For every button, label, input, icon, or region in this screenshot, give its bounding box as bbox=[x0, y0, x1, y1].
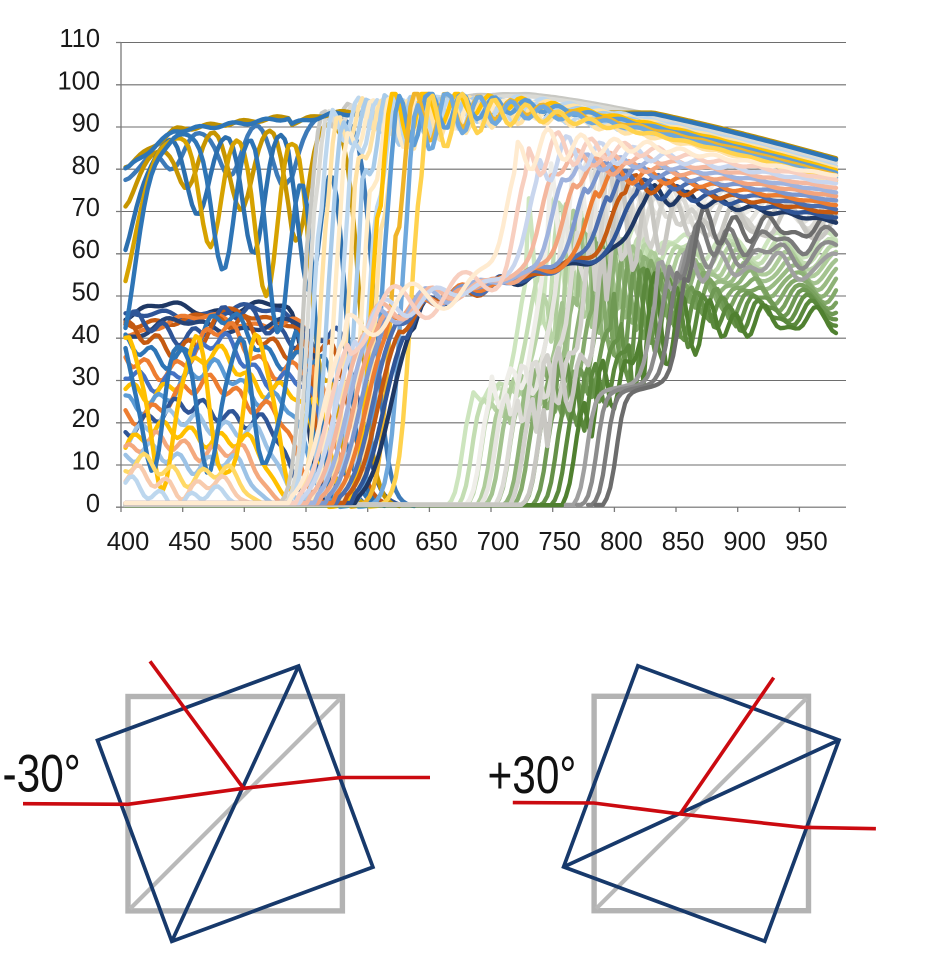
svg-text:70: 70 bbox=[72, 194, 100, 222]
svg-text:100: 100 bbox=[57, 67, 100, 95]
svg-text:+30°: +30° bbox=[488, 747, 577, 806]
svg-text:850: 850 bbox=[662, 528, 705, 556]
svg-text:0: 0 bbox=[86, 490, 100, 518]
svg-text:450: 450 bbox=[168, 528, 211, 556]
svg-text:400: 400 bbox=[107, 528, 150, 556]
svg-text:80: 80 bbox=[72, 152, 100, 180]
svg-text:60: 60 bbox=[72, 236, 100, 264]
svg-text:90: 90 bbox=[72, 110, 100, 138]
svg-text:950: 950 bbox=[785, 528, 828, 556]
svg-text:10: 10 bbox=[72, 448, 100, 476]
svg-text:750: 750 bbox=[538, 528, 581, 556]
svg-text:500: 500 bbox=[230, 528, 273, 556]
svg-text:700: 700 bbox=[477, 528, 520, 556]
svg-text:40: 40 bbox=[72, 321, 100, 349]
svg-text:20: 20 bbox=[72, 405, 100, 433]
svg-text:600: 600 bbox=[353, 528, 396, 556]
svg-text:900: 900 bbox=[723, 528, 766, 556]
svg-text:650: 650 bbox=[415, 528, 458, 556]
svg-text:110: 110 bbox=[59, 25, 100, 53]
svg-text:800: 800 bbox=[600, 528, 643, 556]
svg-text:30: 30 bbox=[72, 363, 100, 391]
svg-text:50: 50 bbox=[72, 279, 100, 307]
svg-text:550: 550 bbox=[292, 528, 335, 556]
svg-text:-30°: -30° bbox=[3, 745, 81, 804]
